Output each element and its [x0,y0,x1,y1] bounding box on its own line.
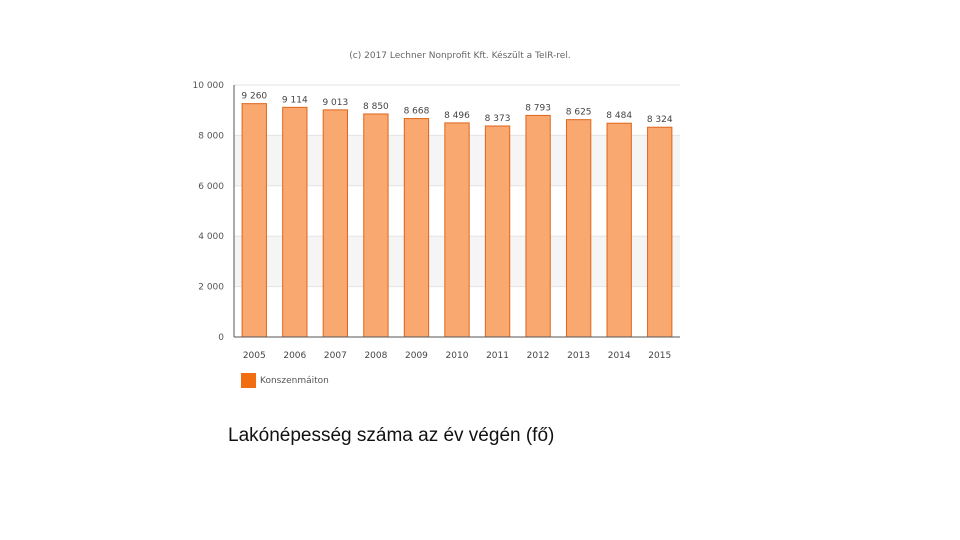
slide-caption: Lakónépesség száma az év végén (fő) [228,425,555,446]
data-label: 9 114 [282,95,308,105]
bar [363,113,389,338]
data-label: 8 373 [485,114,511,124]
bar [241,103,267,338]
data-label: 8 793 [525,103,551,113]
x-tick-label: 2011 [486,351,509,361]
legend-swatch [241,373,256,388]
y-tick-label: 4 000 [198,232,224,242]
bar [565,119,592,338]
bar [322,109,349,338]
data-label: 8 668 [404,107,430,117]
data-label: 9 260 [241,92,267,102]
bar [647,126,673,338]
x-tick-label: 2008 [364,351,387,361]
y-tick-label: 6 000 [198,182,224,192]
chart-credit: (c) 2017 Lechner Nonprofit Kft. Készült … [349,51,571,61]
data-label: 8 484 [606,111,632,121]
bar [403,118,430,338]
data-label: 8 496 [444,111,470,121]
y-tick-label: 8 000 [198,131,224,141]
bar [606,122,632,338]
data-label: 8 850 [363,102,389,112]
x-tick-label: 2009 [405,351,428,361]
legend: Konszenmáiton [241,373,329,388]
bar [444,122,470,338]
x-tick-label: 2012 [527,351,550,361]
y-tick-label: 0 [218,333,224,343]
x-tick-label: 2007 [324,351,347,361]
data-label: 8 625 [566,108,592,118]
x-tick-label: 2005 [243,351,266,361]
bar [484,125,511,338]
x-tick-label: 2010 [446,351,469,361]
x-tick-label: 2013 [567,351,590,361]
x-tick-label: 2015 [648,351,671,361]
bar [525,114,551,338]
data-label: 8 324 [647,115,673,125]
x-tick-label: 2014 [608,351,631,361]
y-tick-label: 2 000 [198,283,224,293]
legend-label: Konszenmáiton [260,375,329,386]
y-tick-label: 10 000 [193,81,225,91]
bar [282,106,308,338]
x-tick-label: 2006 [283,351,306,361]
data-label: 9 013 [322,98,348,108]
